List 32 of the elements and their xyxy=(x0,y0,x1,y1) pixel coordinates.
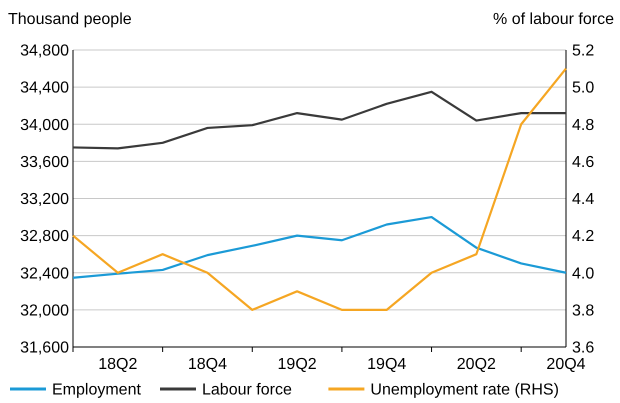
y-tick-label: 33,200 xyxy=(20,191,70,208)
y2-tick-label: 4.0 xyxy=(572,265,594,282)
y2-tick-label: 5.0 xyxy=(572,80,594,97)
y2-tick-label: 4.8 xyxy=(572,116,594,134)
x-tick-label: 18Q4 xyxy=(188,356,228,373)
legend-label: Employment xyxy=(52,382,142,399)
x-tick-label: 19Q4 xyxy=(367,356,406,373)
line-series xyxy=(72,216,568,279)
y-tick-label: 34,800 xyxy=(20,42,70,60)
x-tick-label: 20Q2 xyxy=(456,356,496,373)
y-tick-label: 32,400 xyxy=(20,265,70,282)
y-axis-title: Thousand people xyxy=(8,11,132,28)
y2-tick-label: 3.8 xyxy=(572,302,594,320)
line-series xyxy=(72,90,568,150)
y-tick-label: 34,000 xyxy=(20,116,70,134)
y2-axis-title: % of labour force xyxy=(493,11,614,28)
y-tick-label: 31,600 xyxy=(20,340,70,357)
line-series xyxy=(72,67,568,311)
y-tick-label: 32,000 xyxy=(20,302,70,320)
x-tick-label: 19Q2 xyxy=(278,356,317,373)
x-tick-label: 18Q2 xyxy=(98,356,138,373)
x-tick-label: 20Q4 xyxy=(546,356,586,373)
y2-tick-label: 4.6 xyxy=(572,154,594,171)
y-tick-label: 34,400 xyxy=(20,80,70,97)
legend-label: Labour force xyxy=(202,382,292,399)
y2-tick-label: 3.6 xyxy=(572,340,594,357)
legend-label: Unemployment rate (RHS) xyxy=(370,382,559,399)
y2-tick-label: 5.2 xyxy=(572,42,594,60)
y-tick-label: 33,600 xyxy=(20,154,70,171)
y-tick-label: 32,800 xyxy=(20,228,70,246)
y2-tick-label: 4.4 xyxy=(572,191,594,208)
y2-tick-label: 4.2 xyxy=(572,228,594,246)
